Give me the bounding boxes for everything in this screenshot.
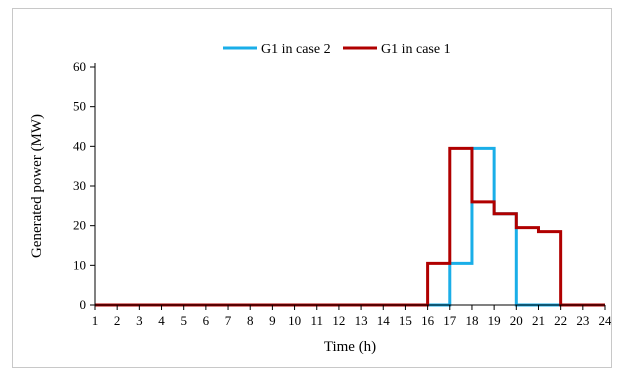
x-tick-label: 8 <box>247 313 254 328</box>
x-tick-label: 17 <box>443 313 457 328</box>
x-tick-label: 4 <box>158 313 165 328</box>
x-tick-label: 5 <box>180 313 187 328</box>
x-tick-label: 20 <box>510 313 523 328</box>
x-axis-title: Time (h) <box>324 339 376 355</box>
x-tick-label: 24 <box>599 313 612 328</box>
x-tick-label: 16 <box>421 313 435 328</box>
x-tick-label: 23 <box>576 313 589 328</box>
series-line-2 <box>95 146 605 307</box>
x-tick-label: 1 <box>92 313 99 328</box>
x-tick-label: 14 <box>377 313 391 328</box>
y-tick-label: 20 <box>73 218 86 233</box>
x-tick-label: 15 <box>399 313 412 328</box>
y-tick-label: 50 <box>73 99 86 114</box>
x-tick-label: 7 <box>225 313 232 328</box>
y-tick-label: 10 <box>73 257 86 272</box>
y-tick-label: 60 <box>73 59 86 74</box>
y-tick-label: 40 <box>73 138 86 153</box>
x-tick-label: 6 <box>203 313 210 328</box>
x-tick-label: 22 <box>554 313 567 328</box>
y-axis-title: Generated power (MW) <box>29 114 45 258</box>
x-tick-label: 11 <box>310 313 323 328</box>
series-layer <box>95 146 605 307</box>
legend: G1 in case 2 G1 in case 1 <box>223 42 451 57</box>
y-tick-label: 30 <box>73 178 86 193</box>
x-tick-label: 3 <box>136 313 143 328</box>
x-tick-label: 2 <box>114 313 121 328</box>
x-tick-label: 13 <box>355 313 368 328</box>
x-tick-label: 21 <box>532 313 545 328</box>
legend-label-2: G1 in case 1 <box>381 42 451 57</box>
y-tick-label: 0 <box>80 297 87 312</box>
x-tick-label: 12 <box>332 313 345 328</box>
x-tick-label: 18 <box>465 313 478 328</box>
x-tick-label: 19 <box>488 313 501 328</box>
legend-label-1: G1 in case 2 <box>261 42 331 57</box>
x-tick-label: 10 <box>288 313 301 328</box>
x-tick-label: 9 <box>269 313 276 328</box>
chart-frame: 0 10 20 30 40 50 60 1 2 3 4 5 6 7 8 9 10 11 12 13 14 15 16 17 18… <box>12 8 612 368</box>
